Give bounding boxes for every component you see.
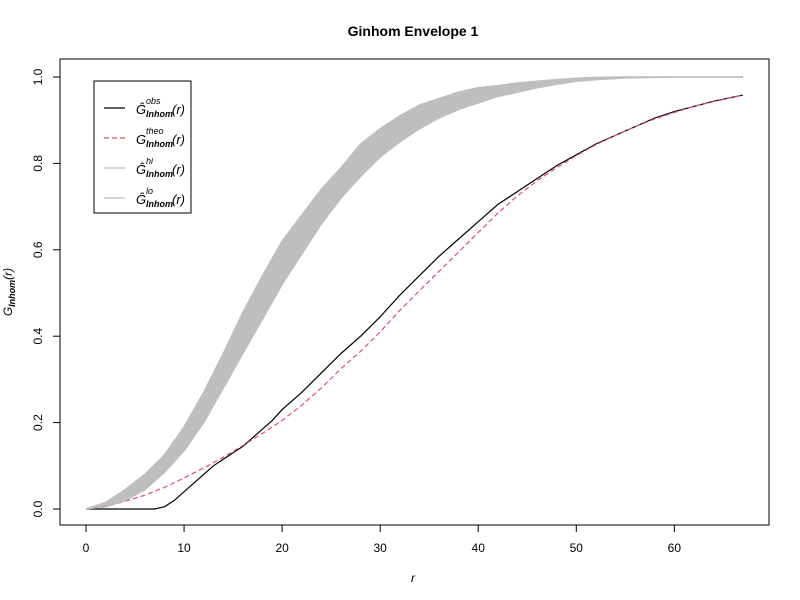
x-tick-label: 30 [373, 541, 387, 555]
x-tick-label: 40 [472, 541, 486, 555]
x-tick-label: 50 [570, 541, 584, 555]
y-tick-label: 1.0 [31, 68, 45, 85]
series-lines-layer [85, 76, 744, 510]
legend-symbol: Ĝ [136, 192, 146, 207]
x-tick-label: 60 [668, 541, 682, 555]
y-tick-label: 0.2 [31, 414, 45, 431]
y-tick-label: 0.0 [31, 500, 45, 517]
x-tick-label: 20 [275, 541, 289, 555]
y-axis-label: GInhom(r) [1, 268, 17, 316]
legend-box [93, 80, 192, 214]
legend-argument: (r) [172, 102, 185, 117]
legend-label-hi: Ĝhi Inhom (r) [136, 156, 185, 179]
legend-subscript: Inhom [146, 109, 173, 119]
legend-subscript: Inhom [146, 199, 173, 209]
legend-argument: (r) [172, 162, 185, 177]
series-line-lo [85, 76, 743, 510]
legend-symbol: Ĝ [136, 162, 146, 177]
x-axis: 0 10 20 30 40 50 60 [83, 524, 682, 555]
x-tick-label: 10 [177, 541, 191, 555]
y-tick-label: 0.6 [31, 241, 45, 258]
chart-title: Ginhom Envelope 1 [348, 23, 479, 39]
legend-argument: (r) [172, 132, 185, 147]
legend-superscript: hi [146, 156, 154, 166]
series-line-theo [85, 94, 744, 510]
legend-symbol: G [136, 132, 146, 147]
series-line-hi [85, 76, 743, 510]
y-tick-label: 0.4 [31, 328, 45, 345]
legend-superscript: lo [146, 186, 153, 196]
legend-argument: (r) [172, 192, 185, 207]
legend-superscript: theo [146, 126, 164, 136]
legend-superscript: obs [146, 96, 161, 106]
legend-symbol: Ĝ [136, 102, 146, 117]
y-tick-label: 0.8 [31, 155, 45, 172]
x-axis-label: r [411, 571, 416, 585]
x-tick-label: 0 [83, 541, 90, 555]
legend-label-lo: Ĝlo Inhom (r) [136, 186, 185, 209]
y-axis: 0.0 0.2 0.4 0.6 0.8 1.0 [31, 68, 61, 517]
legend-subscript: Inhom [146, 169, 173, 179]
legend-subscript: Inhom [146, 139, 173, 149]
